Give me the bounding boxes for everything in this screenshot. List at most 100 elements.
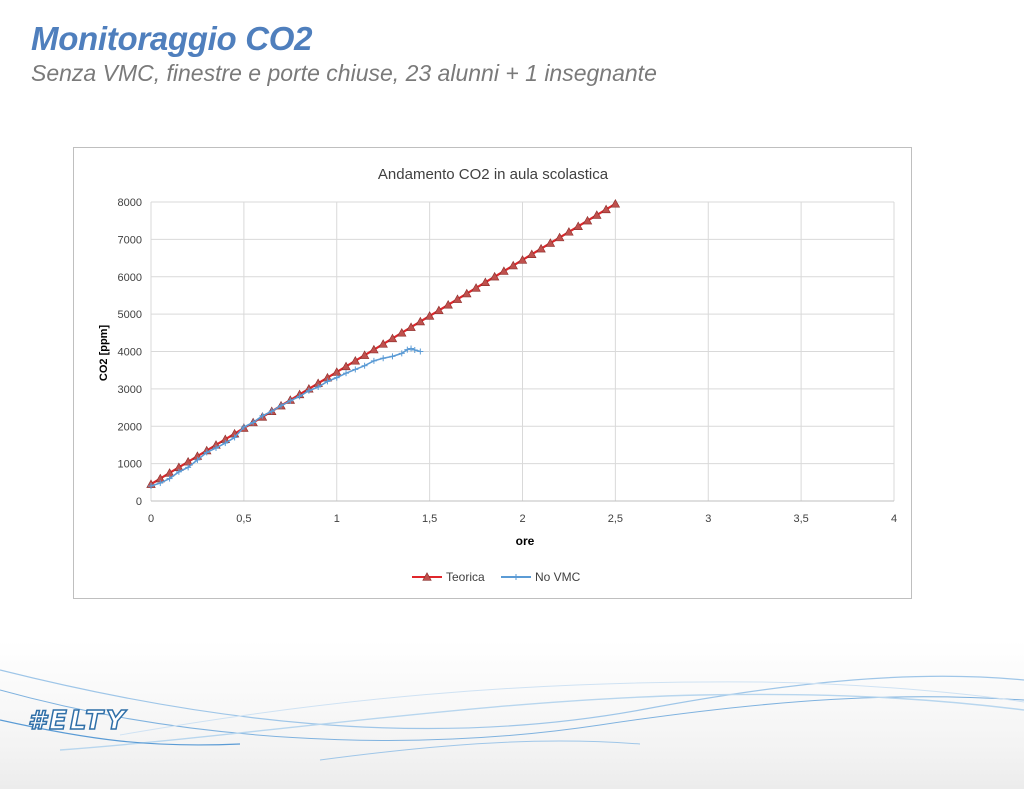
data-point	[527, 249, 537, 258]
data-point	[194, 456, 201, 463]
y-tick-label: 6000	[118, 272, 142, 284]
data-point	[148, 483, 154, 490]
data-point	[397, 327, 407, 337]
legend-item: No VMC	[501, 570, 581, 584]
data-point	[185, 464, 192, 471]
data-point	[415, 316, 426, 326]
y-tick-label: 8000	[118, 197, 142, 209]
data-point	[389, 353, 396, 360]
x-tick-label: 0	[148, 513, 154, 525]
footer-background	[0, 640, 1024, 789]
data-point	[164, 468, 175, 477]
data-point	[517, 255, 528, 264]
data-point	[573, 221, 583, 230]
data-point	[203, 449, 210, 456]
data-point	[564, 227, 574, 236]
slide-title: Monitoraggio CO2	[31, 20, 313, 57]
slide-subtitle: Senza VMC, finestre e porte chiuse, 23 a…	[31, 60, 657, 86]
data-point	[343, 370, 350, 377]
legend-label: No VMC	[535, 570, 581, 584]
data-point	[361, 362, 368, 369]
y-tick-label: 1000	[118, 459, 142, 471]
footer-wave-decoration	[0, 669, 1024, 761]
x-tick-label: 3,5	[793, 513, 808, 525]
data-point	[471, 283, 481, 292]
data-point	[369, 344, 379, 354]
data-point	[610, 199, 621, 208]
data-point	[213, 444, 220, 451]
data-point	[157, 480, 164, 487]
data-point	[350, 356, 361, 365]
x-tick-label: 1,5	[422, 513, 437, 525]
chart-axes: 0 1000 2000 3000 4000 5000 6000 7000 8000 0 0,5 1 1,…	[118, 197, 898, 525]
data-point	[296, 393, 303, 400]
data-point	[592, 210, 602, 219]
data-point	[333, 374, 340, 381]
chart-title: Andamento CO2 in aula scolastica	[378, 166, 609, 183]
x-tick-label: 0,5	[236, 513, 251, 525]
data-point	[305, 387, 312, 394]
data-point	[287, 397, 294, 404]
y-tick-label: 0	[136, 496, 142, 508]
data-point	[452, 294, 463, 303]
data-point	[480, 277, 491, 287]
chart-container: Andamento CO2 in aula scolastica 0 1000 2 0…	[73, 147, 912, 599]
data-point	[324, 378, 331, 385]
data-point	[378, 339, 388, 348]
x-tick-label: 3	[705, 513, 711, 525]
chart-legend: Teorica No VMC	[412, 570, 581, 584]
data-point	[536, 243, 546, 253]
data-point	[499, 266, 509, 275]
data-point	[508, 260, 518, 270]
co2-line-chart: Andamento CO2 in aula scolastica 0 1000 2 0…	[98, 166, 898, 584]
data-point	[370, 357, 377, 364]
brand-logo: #ELTY	[27, 705, 128, 737]
data-point	[411, 347, 418, 354]
data-point	[259, 412, 266, 419]
data-point	[398, 350, 405, 357]
data-point	[359, 350, 370, 359]
data-point	[231, 434, 238, 441]
data-point	[341, 361, 351, 371]
data-point	[443, 299, 453, 309]
chart-gridlines	[150, 201, 895, 502]
legend-label: Teorica	[446, 570, 485, 584]
data-point	[462, 288, 472, 298]
data-point	[424, 311, 435, 320]
y-axis-label: CO2 [ppm]	[98, 325, 110, 382]
x-tick-label: 2	[519, 513, 525, 525]
data-point	[315, 384, 322, 391]
data-point	[166, 475, 173, 482]
data-point	[387, 333, 398, 343]
y-tick-label: 3000	[118, 384, 142, 396]
data-point	[582, 215, 593, 225]
data-point	[404, 346, 411, 353]
data-point	[352, 366, 359, 373]
data-point	[554, 232, 565, 242]
x-tick-label: 4	[891, 513, 897, 525]
data-point	[489, 271, 500, 281]
data-point	[545, 238, 556, 247]
data-point	[406, 322, 416, 331]
data-point	[601, 204, 611, 214]
y-tick-label: 7000	[118, 234, 142, 246]
data-point	[417, 348, 424, 355]
data-point	[222, 440, 229, 447]
x-axis-label: ore	[516, 534, 535, 548]
data-point	[434, 305, 444, 315]
x-tick-label: 1	[334, 513, 340, 525]
data-point	[268, 408, 275, 415]
chart-series	[146, 199, 621, 490]
x-tick-label: 2,5	[608, 513, 623, 525]
legend-item: Teorica	[412, 570, 485, 584]
y-tick-label: 5000	[118, 309, 142, 321]
data-point	[175, 468, 182, 475]
data-point	[380, 355, 387, 362]
data-point	[408, 345, 415, 352]
data-point	[250, 419, 257, 426]
data-point	[278, 402, 285, 409]
y-tick-label: 4000	[118, 347, 142, 359]
data-point	[240, 423, 247, 430]
series-line-no-vmc	[150, 347, 421, 487]
data-point	[332, 367, 342, 376]
